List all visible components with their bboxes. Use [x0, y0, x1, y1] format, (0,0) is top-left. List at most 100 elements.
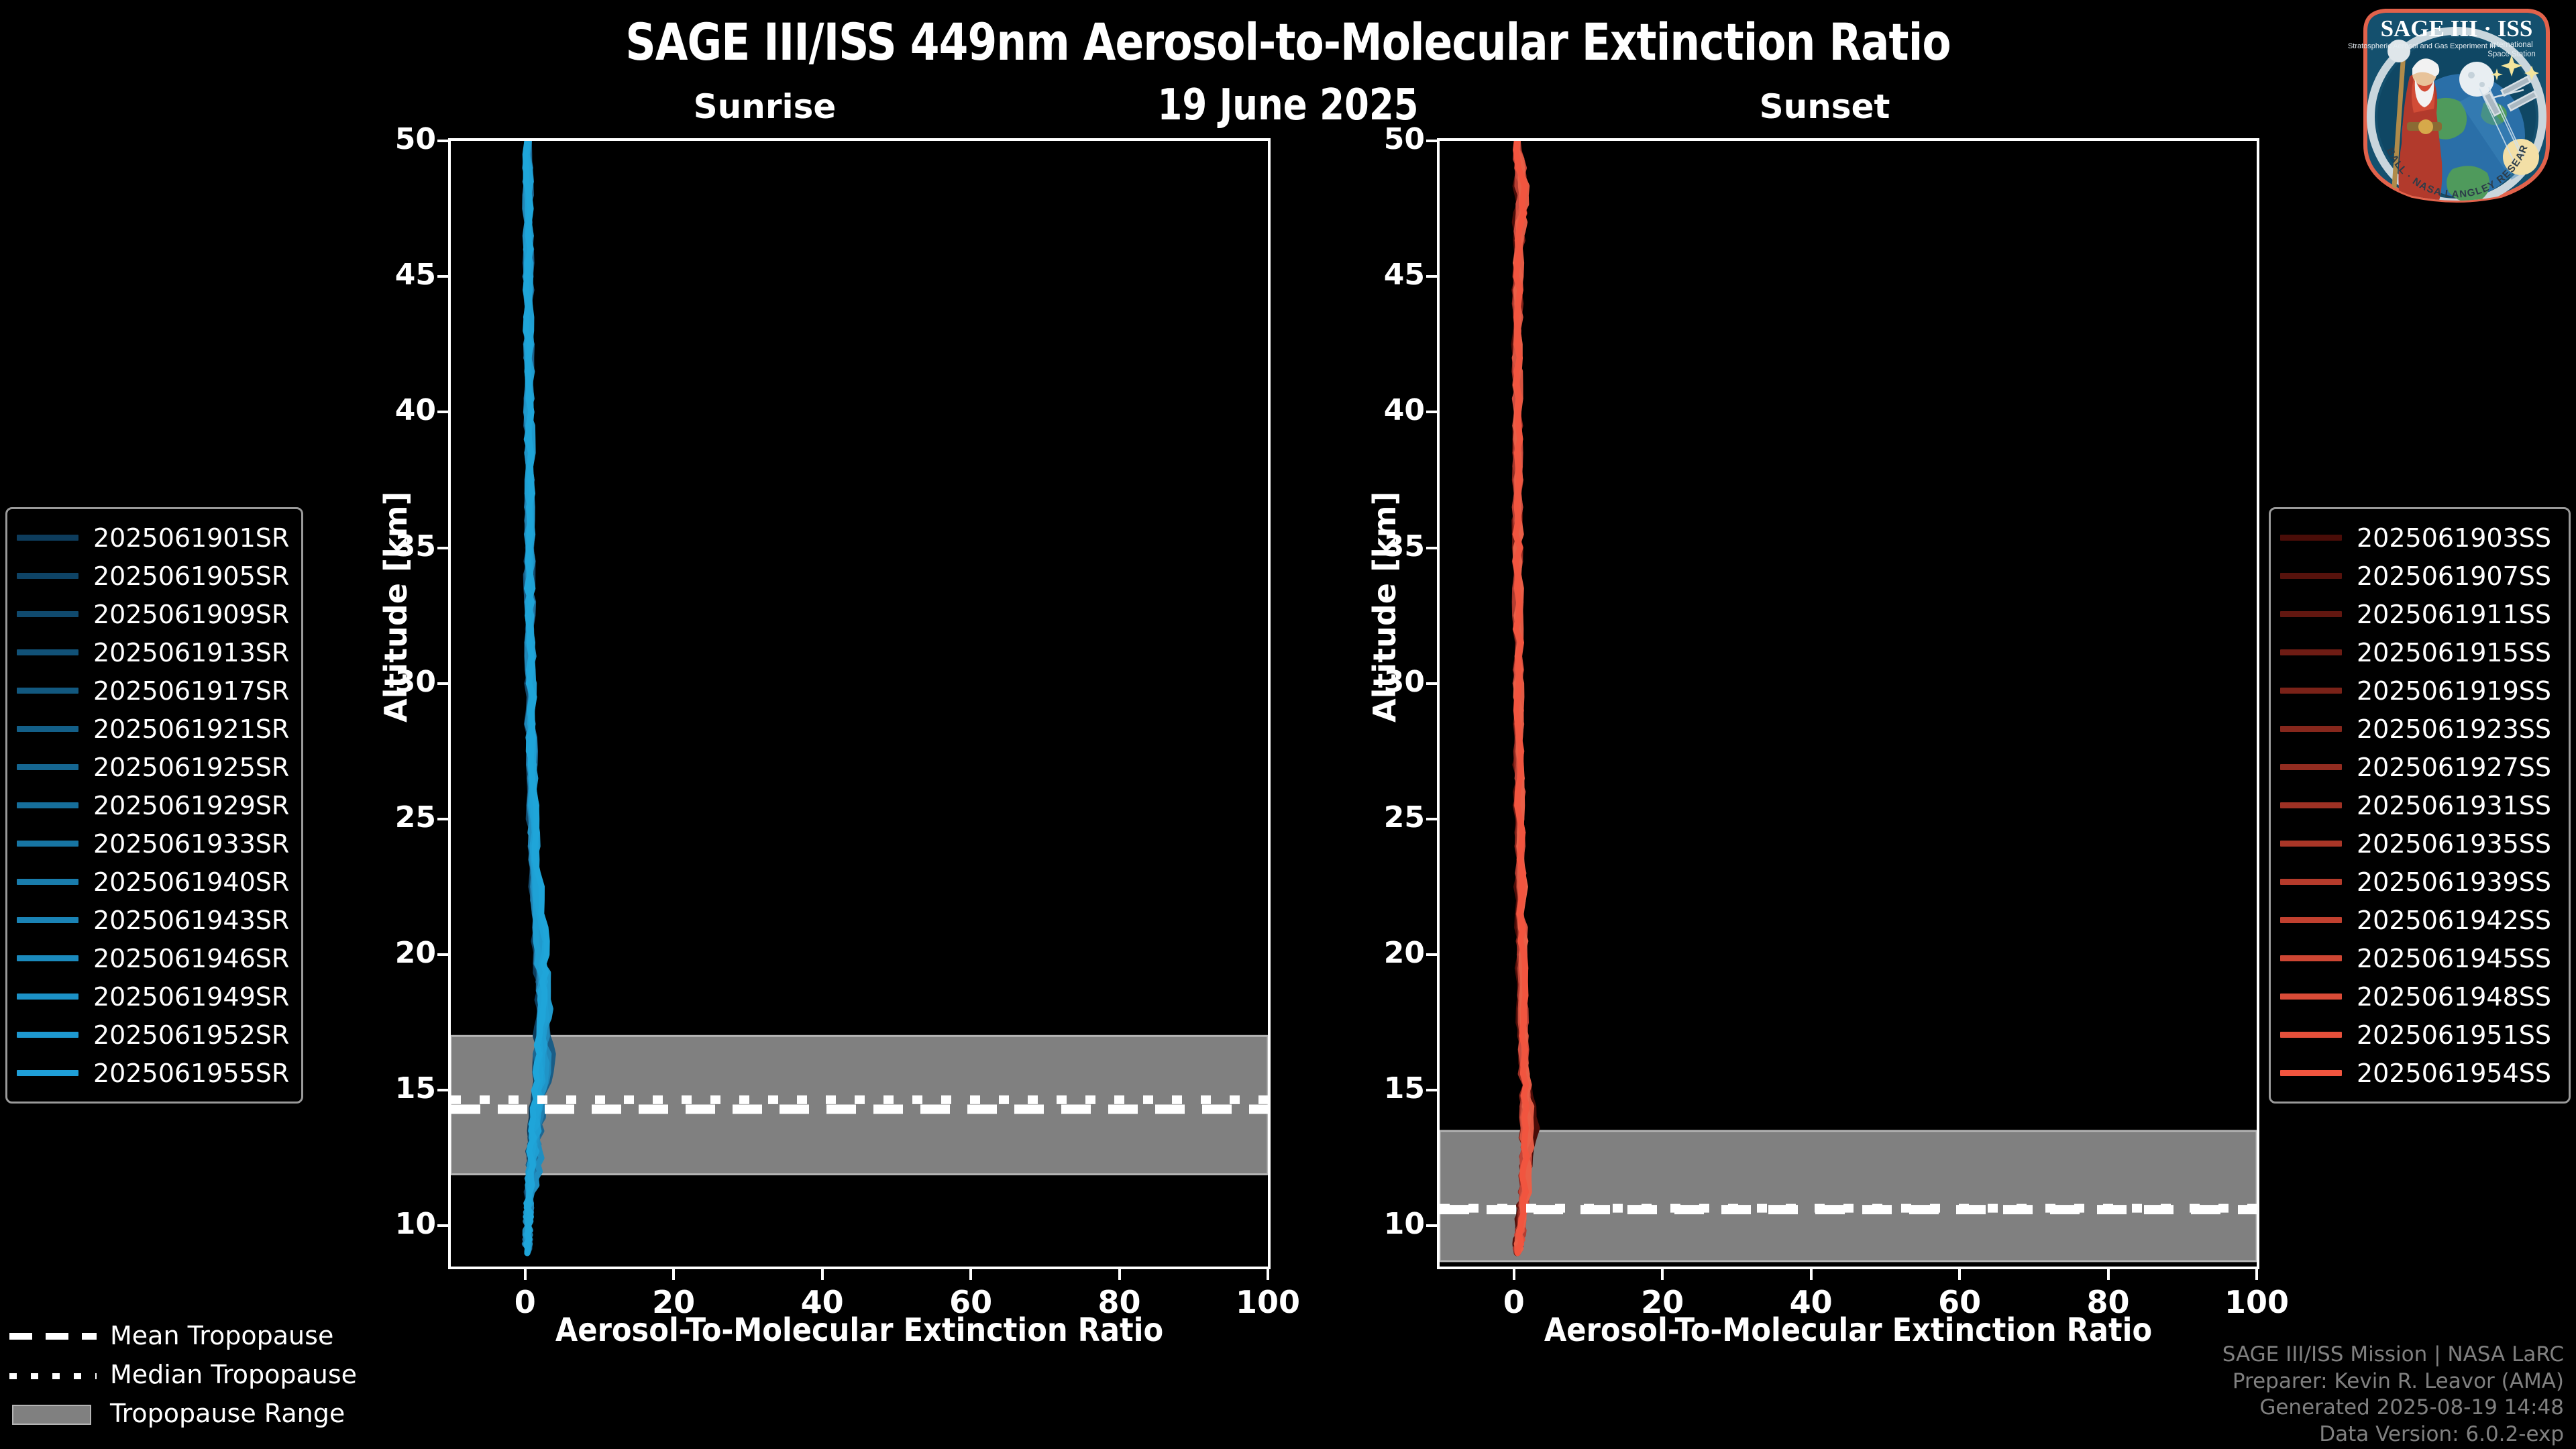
legend-item-2025061935SS[interactable]: 2025061935SS [2280, 824, 2557, 863]
legend-label: 2025061940SR [93, 867, 290, 897]
legend-item-2025061943SR[interactable]: 2025061943SR [17, 901, 289, 939]
x-tick-mark [1661, 1269, 1664, 1280]
legend-item-2025061923SS[interactable]: 2025061923SS [2280, 710, 2557, 748]
legend-sunrise[interactable]: 2025061901SR 2025061905SR 2025061909SR 2025… [5, 507, 303, 1104]
y-tick-label-sunset-25: 25 [1383, 800, 1425, 835]
legend-color-swatch [2280, 611, 2342, 617]
y-tick-mark [1426, 817, 1437, 820]
legend-color-swatch [2280, 649, 2342, 655]
legend-item-2025061949SR[interactable]: 2025061949SR [17, 977, 289, 1016]
legend-item-2025061909SR[interactable]: 2025061909SR [17, 595, 289, 633]
legend-item-2025061903SS[interactable]: 2025061903SS [2280, 519, 2557, 557]
x-tick-mark [1809, 1269, 1813, 1280]
footer-line-version: Data Version: 6.0.2-exp [2319, 1422, 2564, 1447]
legend-color-swatch [17, 688, 78, 694]
legend-label-range: Tropopause Range [110, 1399, 345, 1428]
legend-item-2025061927SS[interactable]: 2025061927SS [2280, 748, 2557, 786]
legend-item-tropopause-range: Tropopause Range [9, 1394, 357, 1433]
x-tick-label-sunset-80: 80 [2086, 1284, 2130, 1320]
legend-label: 2025061946SR [93, 943, 290, 973]
dashed-line-icon [9, 1326, 97, 1346]
legend-item-2025061948SS[interactable]: 2025061948SS [2280, 977, 2557, 1016]
legend-label: 2025061949SR [93, 981, 290, 1012]
legend-item-2025061945SS[interactable]: 2025061945SS [2280, 939, 2557, 977]
legend-item-2025061917SR[interactable]: 2025061917SR [17, 672, 289, 710]
legend-color-swatch [17, 611, 78, 617]
legend-label: 2025061907SS [2357, 561, 2552, 591]
legend-color-swatch [2280, 841, 2342, 847]
x-tick-mark [523, 1269, 527, 1280]
y-tick-mark [437, 682, 448, 685]
legend-item-2025061954SS[interactable]: 2025061954SS [2280, 1054, 2557, 1092]
legend-item-2025061940SR[interactable]: 2025061940SR [17, 863, 289, 901]
x-tick-label-sunrise-0: 0 [514, 1284, 536, 1320]
y-tick-mark [437, 411, 448, 414]
legend-label: 2025061955SR [93, 1058, 290, 1088]
x-tick-label-sunrise-80: 80 [1097, 1284, 1141, 1320]
y-tick-mark [437, 1089, 448, 1092]
legend-label: 2025061929SR [93, 790, 290, 820]
legend-item-2025061911SS[interactable]: 2025061911SS [2280, 595, 2557, 633]
legend-color-swatch [2280, 726, 2342, 732]
legend-label: 2025061948SS [2357, 981, 2552, 1012]
logo-subtitle-left: Stratospheric Aerosol and Gas Experiment… [2348, 42, 2496, 50]
legend-label: 2025061905SR [93, 561, 290, 591]
x-tick-mark [2106, 1269, 2110, 1280]
legend-color-swatch [2280, 879, 2342, 885]
legend-color-swatch [17, 1070, 78, 1076]
y-tick-mark [1426, 953, 1437, 956]
legend-item-2025061933SR[interactable]: 2025061933SR [17, 824, 289, 863]
legend-item-2025061907SS[interactable]: 2025061907SS [2280, 557, 2557, 595]
x-tick-label-sunrise-60: 60 [949, 1284, 993, 1320]
y-tick-mark [1426, 1224, 1437, 1228]
x-tick-label-sunset-100: 100 [2224, 1284, 2290, 1320]
svg-text:Space Station: Space Station [2487, 50, 2536, 58]
legend-label: 2025061915SS [2357, 637, 2552, 667]
legend-item-2025061905SR[interactable]: 2025061905SR [17, 557, 289, 595]
legend-item-2025061901SR[interactable]: 2025061901SR [17, 519, 289, 557]
legend-item-2025061931SS[interactable]: 2025061931SS [2280, 786, 2557, 824]
legend-item-2025061951SS[interactable]: 2025061951SS [2280, 1016, 2557, 1054]
legend-label: 2025061911SS [2357, 599, 2552, 629]
y-tick-mark [1426, 275, 1437, 278]
legend-label: 2025061942SS [2357, 905, 2552, 935]
y-tick-label-sunset-10: 10 [1383, 1207, 1425, 1242]
x-axis-label-sunrise: Aerosol-To-Molecular Extinction Ratio [555, 1311, 1164, 1349]
y-tick-mark [1426, 682, 1437, 685]
x-tick-label-sunrise-40: 40 [800, 1284, 844, 1320]
x-tick-mark [1267, 1269, 1269, 1280]
legend-item-2025061952SR[interactable]: 2025061952SR [17, 1016, 289, 1054]
legend-item-2025061913SR[interactable]: 2025061913SR [17, 633, 289, 672]
shaded-band-icon [9, 1403, 97, 1425]
legend-item-2025061946SR[interactable]: 2025061946SR [17, 939, 289, 977]
x-tick-label-sunset-40: 40 [1789, 1284, 1833, 1320]
y-tick-mark [1426, 411, 1437, 414]
legend-label: 2025061925SR [93, 752, 290, 782]
legend-label: 2025061921SR [93, 714, 290, 744]
y-tick-mark [437, 817, 448, 820]
legend-item-2025061925SR[interactable]: 2025061925SR [17, 748, 289, 786]
footer-line-generated: Generated 2025-08-19 14:48 [2259, 1395, 2564, 1420]
y-tick-mark [437, 275, 448, 278]
y-tick-label-sunset-45: 45 [1383, 258, 1425, 292]
legend-item-2025061939SS[interactable]: 2025061939SS [2280, 863, 2557, 901]
legend-color-swatch [17, 573, 78, 579]
legend-item-2025061921SR[interactable]: 2025061921SR [17, 710, 289, 748]
legend-label: 2025061909SR [93, 599, 290, 629]
legend-item-2025061955SR[interactable]: 2025061955SR [17, 1054, 289, 1092]
legend-item-2025061929SR[interactable]: 2025061929SR [17, 786, 289, 824]
y-tick-label-sunset-30: 30 [1383, 664, 1425, 699]
legend-item-2025061915SS[interactable]: 2025061915SS [2280, 633, 2557, 672]
y-tick-label-sunset-35: 35 [1383, 529, 1425, 564]
legend-item-2025061919SS[interactable]: 2025061919SS [2280, 672, 2557, 710]
series-line-2025061955SR [522, 141, 550, 1256]
y-tick-mark [1426, 1089, 1437, 1092]
legend-item-2025061942SS[interactable]: 2025061942SS [2280, 901, 2557, 939]
y-tick-label-sunset-40: 40 [1383, 393, 1425, 428]
legend-color-swatch [2280, 917, 2342, 923]
legend-sunset[interactable]: 2025061903SS 2025061907SS 2025061911SS 2025… [2269, 507, 2571, 1104]
y-tick-label-sunrise-25: 25 [394, 800, 436, 835]
x-tick-mark [820, 1269, 824, 1280]
legend-label: 2025061903SS [2357, 523, 2552, 553]
x-tick-mark [1958, 1269, 1962, 1280]
